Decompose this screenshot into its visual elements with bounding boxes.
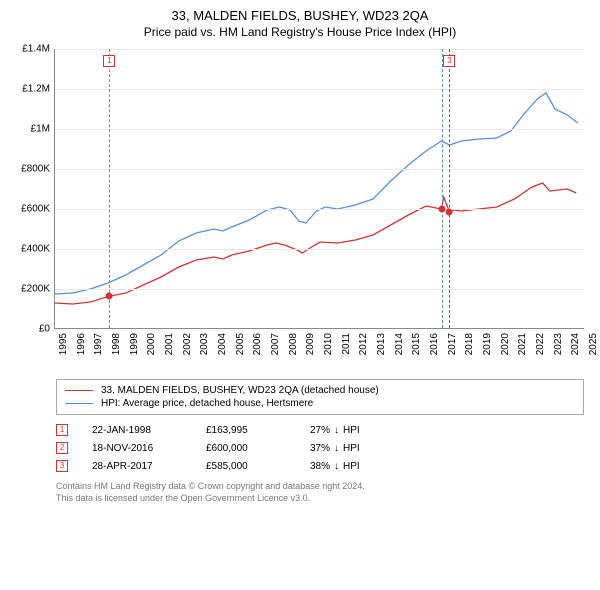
marker-line: [442, 49, 443, 328]
chart-lines: [55, 49, 585, 329]
series-price_paid: [55, 183, 576, 304]
x-tick-label: 2000: [146, 333, 157, 355]
legend: 33, MALDEN FIELDS, BUSHEY, WD23 2QA (det…: [56, 379, 584, 415]
x-tick-label: 2021: [517, 333, 528, 355]
x-tick-label: 2020: [500, 333, 511, 355]
x-tick-label: 2016: [429, 333, 440, 355]
legend-item: 33, MALDEN FIELDS, BUSHEY, WD23 2QA (det…: [65, 384, 575, 397]
chart-subtitle: Price paid vs. HM Land Registry's House …: [6, 25, 594, 39]
x-tick-label: 1997: [93, 333, 104, 355]
marker-dot: [106, 293, 113, 300]
x-tick-label: 1995: [58, 333, 69, 355]
x-tick-label: 2003: [199, 333, 210, 355]
y-tick-label: £200K: [6, 284, 50, 295]
y-tick-label: £800K: [6, 164, 50, 175]
chart-title: 33, MALDEN FIELDS, BUSHEY, WD23 2QA: [6, 8, 594, 23]
down-arrow-icon: ↓: [334, 443, 339, 454]
transaction-delta: 37%↓HPI: [310, 443, 360, 454]
transaction-row: 1 22-JAN-1998 £163,995 27%↓HPI: [56, 421, 584, 439]
marker-dot: [446, 209, 453, 216]
x-axis-labels: 1995 1996 1997 1998 1999 2000 2001 2002 2003 2004…: [54, 333, 584, 373]
x-tick-label: 2007: [270, 333, 281, 355]
transaction-row: 2 18-NOV-2016 £600,000 37%↓HPI: [56, 439, 584, 457]
x-tick-label: 2008: [288, 333, 299, 355]
transaction-delta: 27%↓HPI: [310, 425, 360, 436]
transaction-date: 18-NOV-2016: [92, 443, 182, 454]
x-tick-label: 2004: [217, 333, 228, 355]
transaction-date: 22-JAN-1998: [92, 425, 182, 436]
transaction-marker: 3: [56, 460, 68, 472]
x-tick-label: 1998: [111, 333, 122, 355]
x-tick-label: 2005: [235, 333, 246, 355]
transaction-price: £585,000: [206, 461, 286, 472]
transaction-table: 1 22-JAN-1998 £163,995 27%↓HPI 2 18-NOV-2016 £…: [56, 421, 584, 475]
x-tick-label: 2001: [164, 333, 175, 355]
x-tick-label: 2015: [411, 333, 422, 355]
y-tick-label: £600K: [6, 204, 50, 215]
plot-area: 13: [54, 49, 584, 329]
y-tick-label: £1.2M: [6, 84, 50, 95]
marker-line: [449, 49, 450, 328]
x-tick-label: 2014: [394, 333, 405, 355]
legend-swatch: [65, 390, 93, 391]
series-hpi: [55, 93, 578, 294]
marker-box: 3: [443, 55, 455, 67]
marker-line: [109, 49, 110, 328]
x-tick-label: 1999: [129, 333, 140, 355]
chart-box: £0£200K£400K£600K£800K£1M£1.2M£1.4M 13 1…: [6, 45, 594, 375]
x-tick-label: 2025: [588, 333, 599, 355]
transaction-delta: 38%↓HPI: [310, 461, 360, 472]
y-tick-label: £1.4M: [6, 44, 50, 55]
transaction-price: £600,000: [206, 443, 286, 454]
footer-attribution: Contains HM Land Registry data © Crown c…: [56, 481, 584, 504]
y-tick-label: £400K: [6, 244, 50, 255]
x-tick-label: 2002: [182, 333, 193, 355]
transaction-marker: 1: [56, 424, 68, 436]
x-tick-label: 2013: [376, 333, 387, 355]
y-tick-label: £1M: [6, 124, 50, 135]
legend-label: HPI: Average price, detached house, Hert…: [101, 398, 313, 409]
footer-line: This data is licensed under the Open Gov…: [56, 493, 584, 505]
x-tick-label: 2009: [305, 333, 316, 355]
legend-item: HPI: Average price, detached house, Hert…: [65, 397, 575, 410]
legend-label: 33, MALDEN FIELDS, BUSHEY, WD23 2QA (det…: [101, 385, 379, 396]
x-tick-label: 2017: [447, 333, 458, 355]
down-arrow-icon: ↓: [334, 425, 339, 436]
x-tick-label: 2006: [252, 333, 263, 355]
x-tick-label: 2022: [535, 333, 546, 355]
chart-container: 33, MALDEN FIELDS, BUSHEY, WD23 2QA Pric…: [0, 0, 600, 510]
transaction-price: £163,995: [206, 425, 286, 436]
x-tick-label: 2024: [570, 333, 581, 355]
y-tick-label: £0: [6, 324, 50, 335]
transaction-marker: 2: [56, 442, 68, 454]
x-tick-label: 1996: [76, 333, 87, 355]
footer-line: Contains HM Land Registry data © Crown c…: [56, 481, 584, 493]
x-tick-label: 2018: [464, 333, 475, 355]
x-tick-label: 2019: [482, 333, 493, 355]
x-tick-label: 2012: [358, 333, 369, 355]
x-tick-label: 2011: [341, 333, 352, 355]
legend-swatch: [65, 403, 93, 404]
transaction-row: 3 28-APR-2017 £585,000 38%↓HPI: [56, 457, 584, 475]
x-tick-label: 2010: [323, 333, 334, 355]
marker-dot: [438, 206, 445, 213]
marker-box: 1: [103, 55, 115, 67]
transaction-date: 28-APR-2017: [92, 461, 182, 472]
x-tick-label: 2023: [553, 333, 564, 355]
down-arrow-icon: ↓: [334, 461, 339, 472]
